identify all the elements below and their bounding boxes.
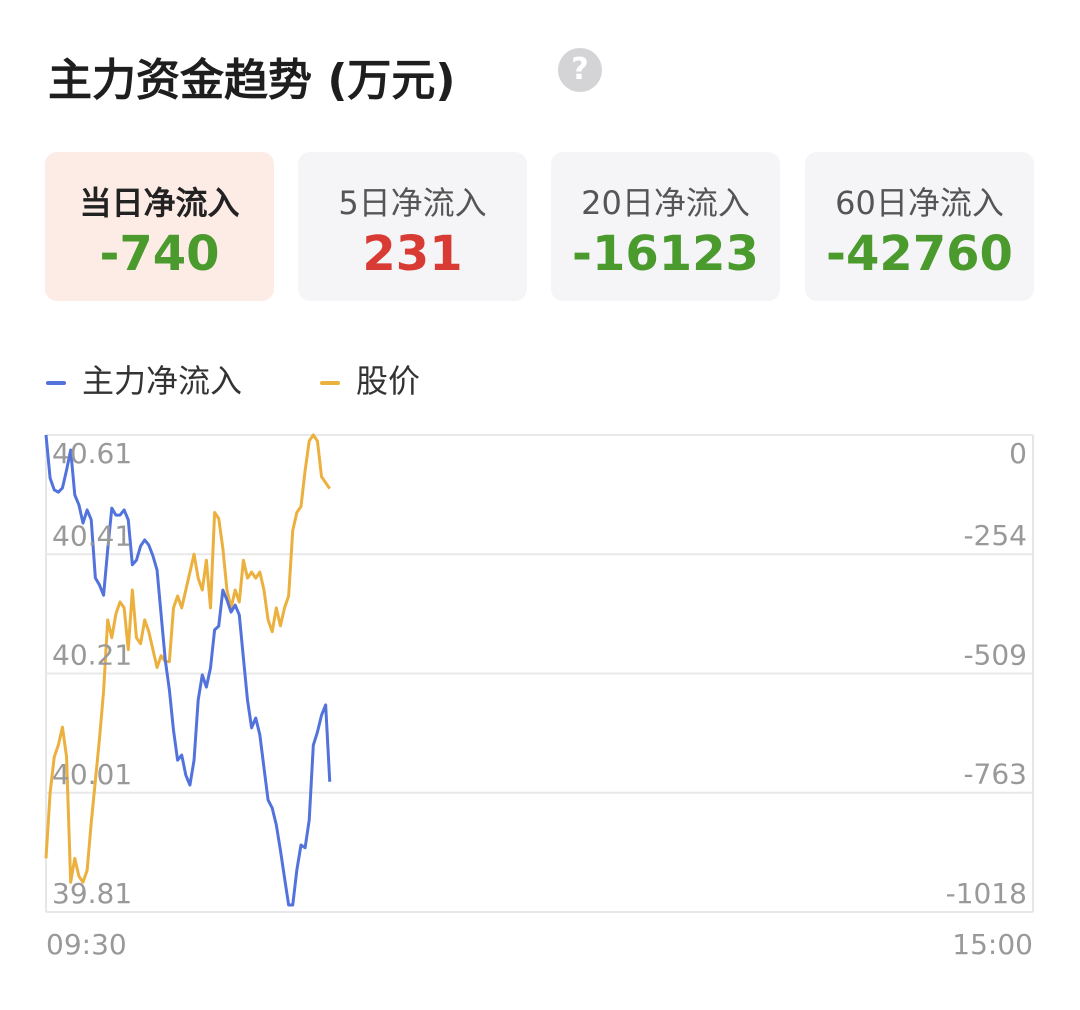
y-tick-label: 39.81 (52, 877, 132, 910)
card[interactable]: 60日净流入 -42760 (805, 152, 1034, 301)
card-value: -16123 (572, 226, 759, 282)
series-line (44, 434, 332, 907)
card-value: -42760 (826, 226, 1013, 282)
x-tick-label: 15:00 (952, 928, 1033, 961)
y-tick-label: 40.61 (52, 437, 132, 470)
y-tick-label: 40.41 (52, 519, 132, 552)
page-title: 主力资金趋势 (万元) (48, 55, 456, 106)
card-value: -740 (99, 226, 220, 282)
legend-item[interactable]: 股价 (320, 356, 420, 402)
y2-tick-label: -1018 (946, 877, 1027, 910)
y2-tick-label: -254 (963, 519, 1027, 552)
y2-tick-label: -763 (963, 758, 1027, 791)
card[interactable]: 当日净流入 -740 (45, 152, 274, 301)
card[interactable]: 20日净流入 -16123 (551, 152, 780, 301)
legend-label: 主力净流入 (82, 362, 243, 400)
card-label: 当日净流入 (79, 184, 240, 222)
legend-label: 股价 (356, 362, 421, 400)
help-icon[interactable]: ? (558, 48, 602, 92)
x-tick-label: 09:30 (46, 928, 127, 961)
y-tick-label: 40.01 (52, 758, 132, 791)
card[interactable]: 5日净流入 231 (298, 152, 527, 301)
card-label: 60日净流入 (835, 184, 1004, 222)
y2-tick-label: -509 (963, 639, 1027, 672)
legend-marker (320, 381, 340, 385)
y2-tick-label: 0 (1009, 437, 1027, 470)
card-label: 20日净流入 (581, 184, 750, 222)
series-line (44, 433, 331, 884)
legend-item[interactable]: 主力净流入 (46, 356, 242, 402)
legend-marker (46, 381, 66, 385)
card-value: 231 (362, 226, 463, 282)
card-label: 5日净流入 (338, 184, 487, 222)
y-tick-label: 40.21 (52, 639, 132, 672)
